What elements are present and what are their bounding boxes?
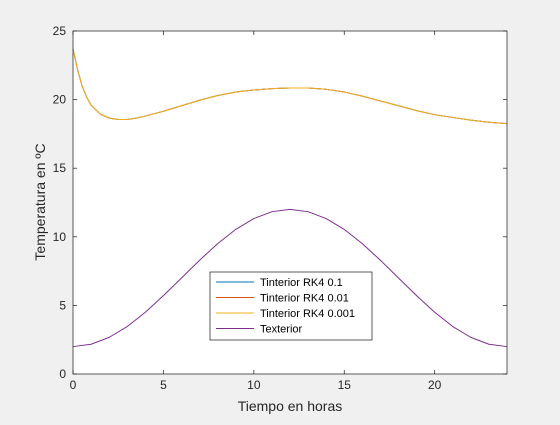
axes-box [72, 30, 508, 375]
axes-frame [72, 30, 508, 375]
legend-label-tinterior-rk4-0-1: Tinterior RK4 0.1 [260, 277, 343, 289]
x-tick-label: 15 [338, 378, 352, 392]
y-tick-label: 15 [53, 161, 67, 175]
legend-label-texterior: Texterior [260, 324, 303, 336]
legend-box [209, 271, 373, 341]
legend-label-tinterior-rk4-0-01: Tinterior RK4 0.01 [260, 293, 349, 305]
y-axis-label: Temperatura en ºC [32, 143, 48, 260]
legend-label-tinterior-rk4-0-001: Tinterior RK4 0.001 [260, 308, 355, 320]
y-tick-label: 20 [53, 93, 67, 107]
plot-lines [72, 48, 508, 348]
series-line-texterior [72, 208, 508, 348]
x-tick-label: 10 [247, 378, 261, 392]
y-tick-label: 0 [59, 367, 66, 381]
x-axis-label: Tiempo en horas [238, 398, 343, 414]
y-tick-label: 25 [53, 24, 67, 38]
series-line-tinterior-rk4-0-001 [72, 48, 508, 125]
ticks: 0 5 10 15 20 0 5 10 15 20 25 [53, 24, 507, 392]
x-tick-label: 0 [70, 378, 77, 392]
x-tick-label: 20 [428, 378, 442, 392]
x-tick-label: 5 [160, 378, 167, 392]
y-tick-label: 5 [59, 298, 66, 312]
legend: Tinterior RK4 0.1 Tinterior RK4 0.01 Tinte… [209, 271, 373, 341]
y-tick-label: 10 [53, 230, 67, 244]
